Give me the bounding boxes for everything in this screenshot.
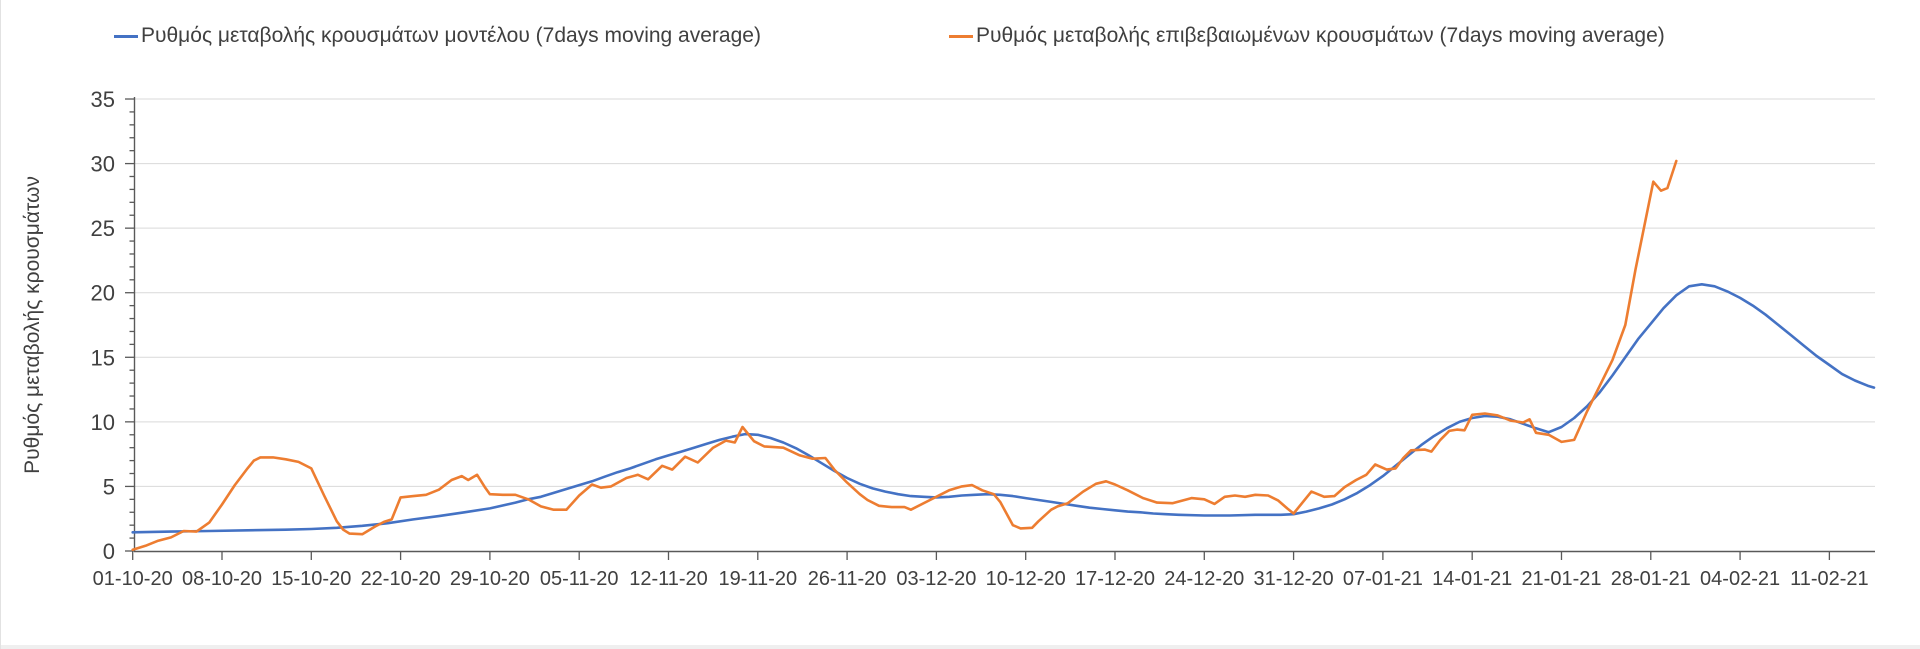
model-line-legend-marker-icon [114, 34, 138, 38]
y-tick-label: 35 [91, 87, 115, 112]
legend-item-model: Ρυθμός μεταβολής κρουσμάτων μοντέλου (7d… [114, 22, 761, 50]
x-tick-label: 15-10-20 [271, 568, 351, 590]
y-tick-label: 0 [103, 539, 115, 564]
x-tick-label: 04-02-21 [1700, 568, 1780, 590]
bottom-edge-strip [1, 645, 1920, 649]
x-tick-label: 14-01-21 [1432, 568, 1512, 590]
axes-layer: 0 5 10 15 20 25 30 35 01-10-20 08-10-20 15-10-20 22… [91, 87, 1875, 590]
series-line-model [131, 282, 1876, 534]
x-tick-label: 29-10-20 [450, 568, 530, 590]
x-tick-label: 26-11-20 [808, 568, 887, 590]
x-tick-label: 28-01-21 [1611, 568, 1691, 590]
x-tick-label: 05-11-20 [540, 568, 619, 590]
y-tick-label: 10 [91, 410, 115, 435]
x-tick-label: 22-10-20 [361, 568, 441, 590]
x-tick-label: 03-12-20 [896, 568, 976, 590]
y-tick-label: 5 [103, 474, 115, 499]
x-tick-label: 31-12-20 [1254, 568, 1334, 590]
x-tick-label: 12-11-20 [629, 568, 708, 590]
x-tick-label: 24-12-20 [1164, 568, 1244, 590]
legend-label-model: Ρυθμός μεταβολής κρουσμάτων μοντέλου (7d… [141, 24, 761, 47]
x-tick-label: 21-01-21 [1521, 568, 1601, 590]
gridlines-layer [134, 98, 1875, 487]
confirmed-line-legend-marker-icon [949, 34, 973, 38]
x-tick-label: 17-12-20 [1075, 568, 1155, 590]
x-tick-label: 19-11-20 [719, 568, 798, 590]
x-tick-label: 11-02-21 [1790, 568, 1869, 590]
y-tick-label: 25 [91, 216, 115, 241]
x-tick-label: 10-12-20 [986, 568, 1066, 590]
series-layer [131, 159, 1876, 552]
y-tick-label: 30 [91, 152, 115, 177]
x-tick-label: 01-10-20 [93, 568, 173, 590]
x-tick-label: 08-10-20 [182, 568, 262, 590]
y-tick-label: 20 [91, 281, 115, 306]
y-axis-title: Ρυθμός μεταβολής κρουσμάτων [21, 176, 44, 474]
legend-label-confirmed: Ρυθμός μεταβολής επιβεβαιωμένων κρουσμάτ… [976, 24, 1665, 47]
series-line-confirmed [131, 159, 1678, 552]
x-tick-label: 07-01-21 [1343, 568, 1423, 590]
legend-item-confirmed: Ρυθμός μεταβολής επιβεβαιωμένων κρουσμάτ… [949, 22, 1665, 50]
y-tick-label: 15 [91, 345, 115, 370]
